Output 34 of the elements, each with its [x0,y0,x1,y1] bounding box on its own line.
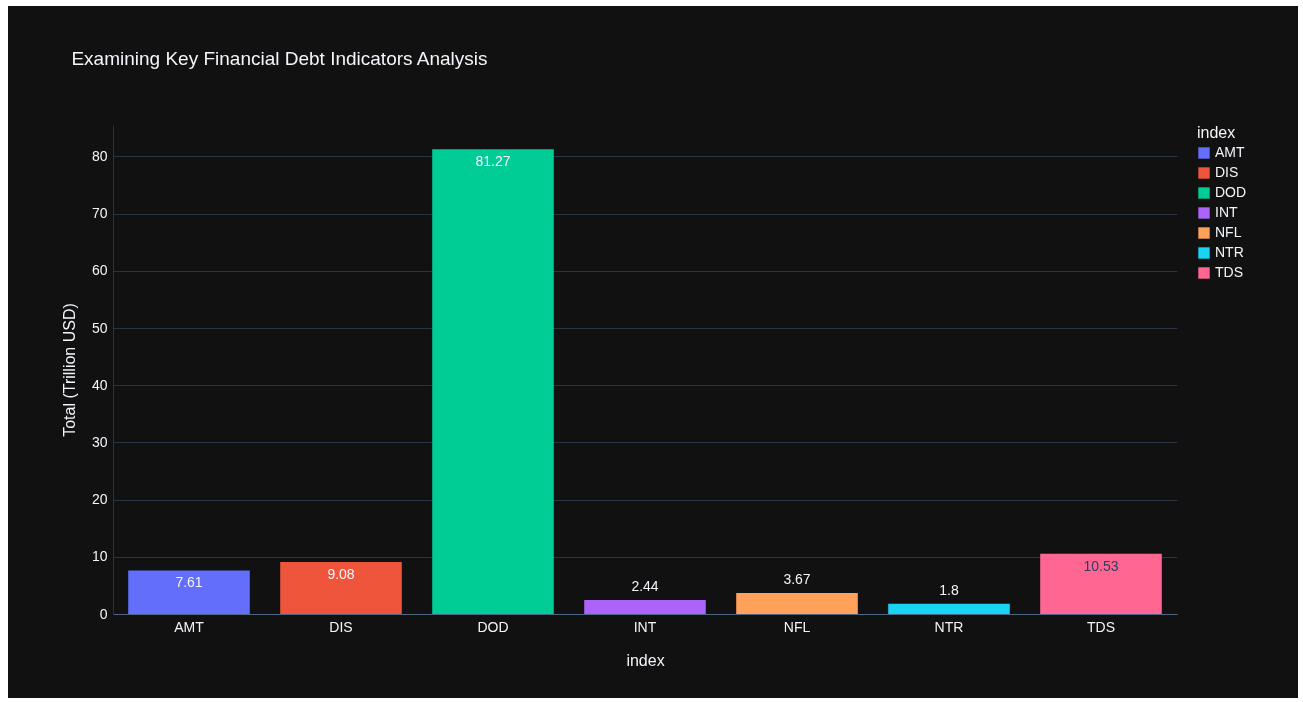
data-label: 7.61 [175,574,203,591]
data-label: 1.8 [939,581,959,598]
x-tick-label: NTR [934,618,964,635]
legend-label: DIS [1215,164,1239,180]
x-tick-label: DIS [329,618,353,635]
chart-title: Examining Key Financial Debt Indicators Analysis [71,48,488,69]
y-tick-label: 0 [99,605,108,622]
data-label: 9.08 [327,566,355,583]
y-tick-label: 70 [91,205,108,222]
legend-label: DOD [1215,184,1247,200]
x-tick-label: NFL [783,618,811,635]
y-tick-label: 50 [91,319,108,336]
data-label: 2.44 [631,578,659,595]
data-label: 81.27 [475,153,511,170]
y-tick-label: 10 [91,548,108,565]
legend-label: AMT [1215,144,1245,160]
legend-label: NFL [1215,224,1242,240]
y-tick-label: 30 [91,433,108,450]
x-tick-label: DOD [477,618,509,635]
x-tick-label: TDS [1087,618,1115,635]
legend-label: NTR [1215,244,1244,260]
data-label: 10.53 [1083,557,1119,574]
legend-title: index [1197,124,1236,141]
y-tick-label: 40 [91,376,108,393]
y-tick-label: 60 [91,262,108,279]
legend-label: INT [1215,204,1238,220]
y-tick-label: 80 [91,147,108,164]
y-axis-title: Total (Trillion USD) [60,303,78,437]
y-tick-label: 20 [91,491,108,508]
legend-label: TDS [1215,264,1243,280]
data-label: 3.67 [783,571,811,588]
x-axis-title: index [626,651,665,669]
x-tick-label: AMT [174,618,205,635]
x-tick-label: INT [633,618,657,635]
